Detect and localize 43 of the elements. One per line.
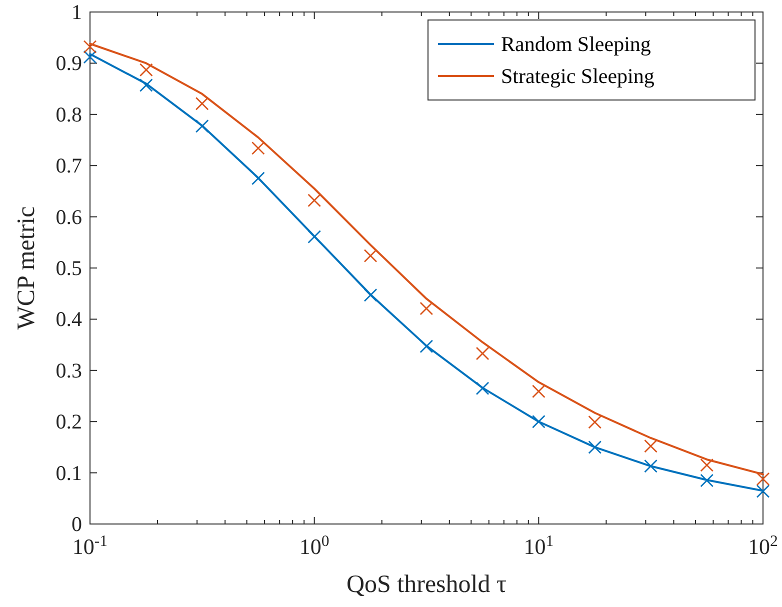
point (644, 439, 658, 453)
point (532, 384, 546, 398)
y-tick-label: 0.7 (56, 154, 82, 178)
point (364, 249, 378, 262)
point (420, 302, 434, 316)
point (756, 484, 770, 498)
point (83, 40, 97, 54)
point (251, 141, 265, 155)
point (195, 119, 209, 133)
point (700, 458, 714, 472)
point (476, 382, 490, 396)
y-tick-label: 0.3 (56, 358, 82, 382)
point (139, 78, 153, 92)
y-tick-label: 0.5 (56, 256, 82, 280)
point (588, 440, 602, 454)
y-tick-label: 0.6 (56, 204, 82, 229)
point (476, 346, 490, 360)
point (364, 288, 378, 302)
point (139, 63, 153, 77)
legend-label: Strategic Sleeping (501, 64, 655, 88)
x-axis-title: QoS threshold τ (346, 571, 507, 598)
y-tick-label: 0.2 (56, 410, 82, 434)
point (588, 415, 602, 429)
legend-label: Random Sleeping (501, 32, 652, 56)
y-tick-label: 0.1 (56, 460, 82, 485)
y-axis-title: WCP metric (13, 206, 40, 330)
y-tick-label: 0.4 (56, 307, 82, 332)
y-tick-label: 0.8 (56, 102, 82, 126)
point (308, 230, 322, 244)
point (532, 414, 546, 428)
point (195, 96, 209, 110)
y-tick-label: 0.9 (56, 51, 82, 76)
point (420, 340, 434, 354)
y-tick-label: 1 (72, 0, 82, 24)
point (251, 172, 265, 186)
x-tick-label: 10$^{1}$ (524, 532, 554, 559)
x-tick-label: 10$^{0}$ (299, 532, 330, 559)
point (700, 474, 714, 488)
point (756, 472, 770, 486)
x-tick-label: 10$^{2}$ (748, 532, 778, 559)
point (308, 194, 322, 208)
point (644, 459, 658, 473)
point (83, 50, 97, 64)
